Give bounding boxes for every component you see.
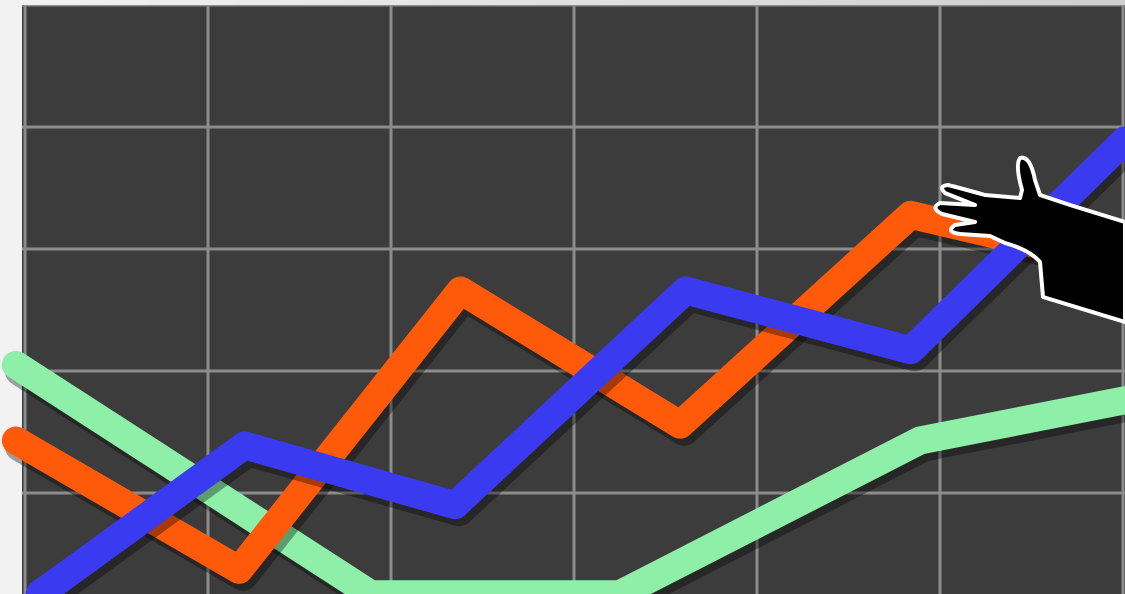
hand	[933, 155, 1125, 324]
data-line	[25, 126, 1125, 594]
data-line	[1, 350, 1125, 594]
hand-silhouette	[933, 155, 1125, 324]
data-line	[1, 200, 1055, 584]
plot	[1, 126, 1125, 594]
